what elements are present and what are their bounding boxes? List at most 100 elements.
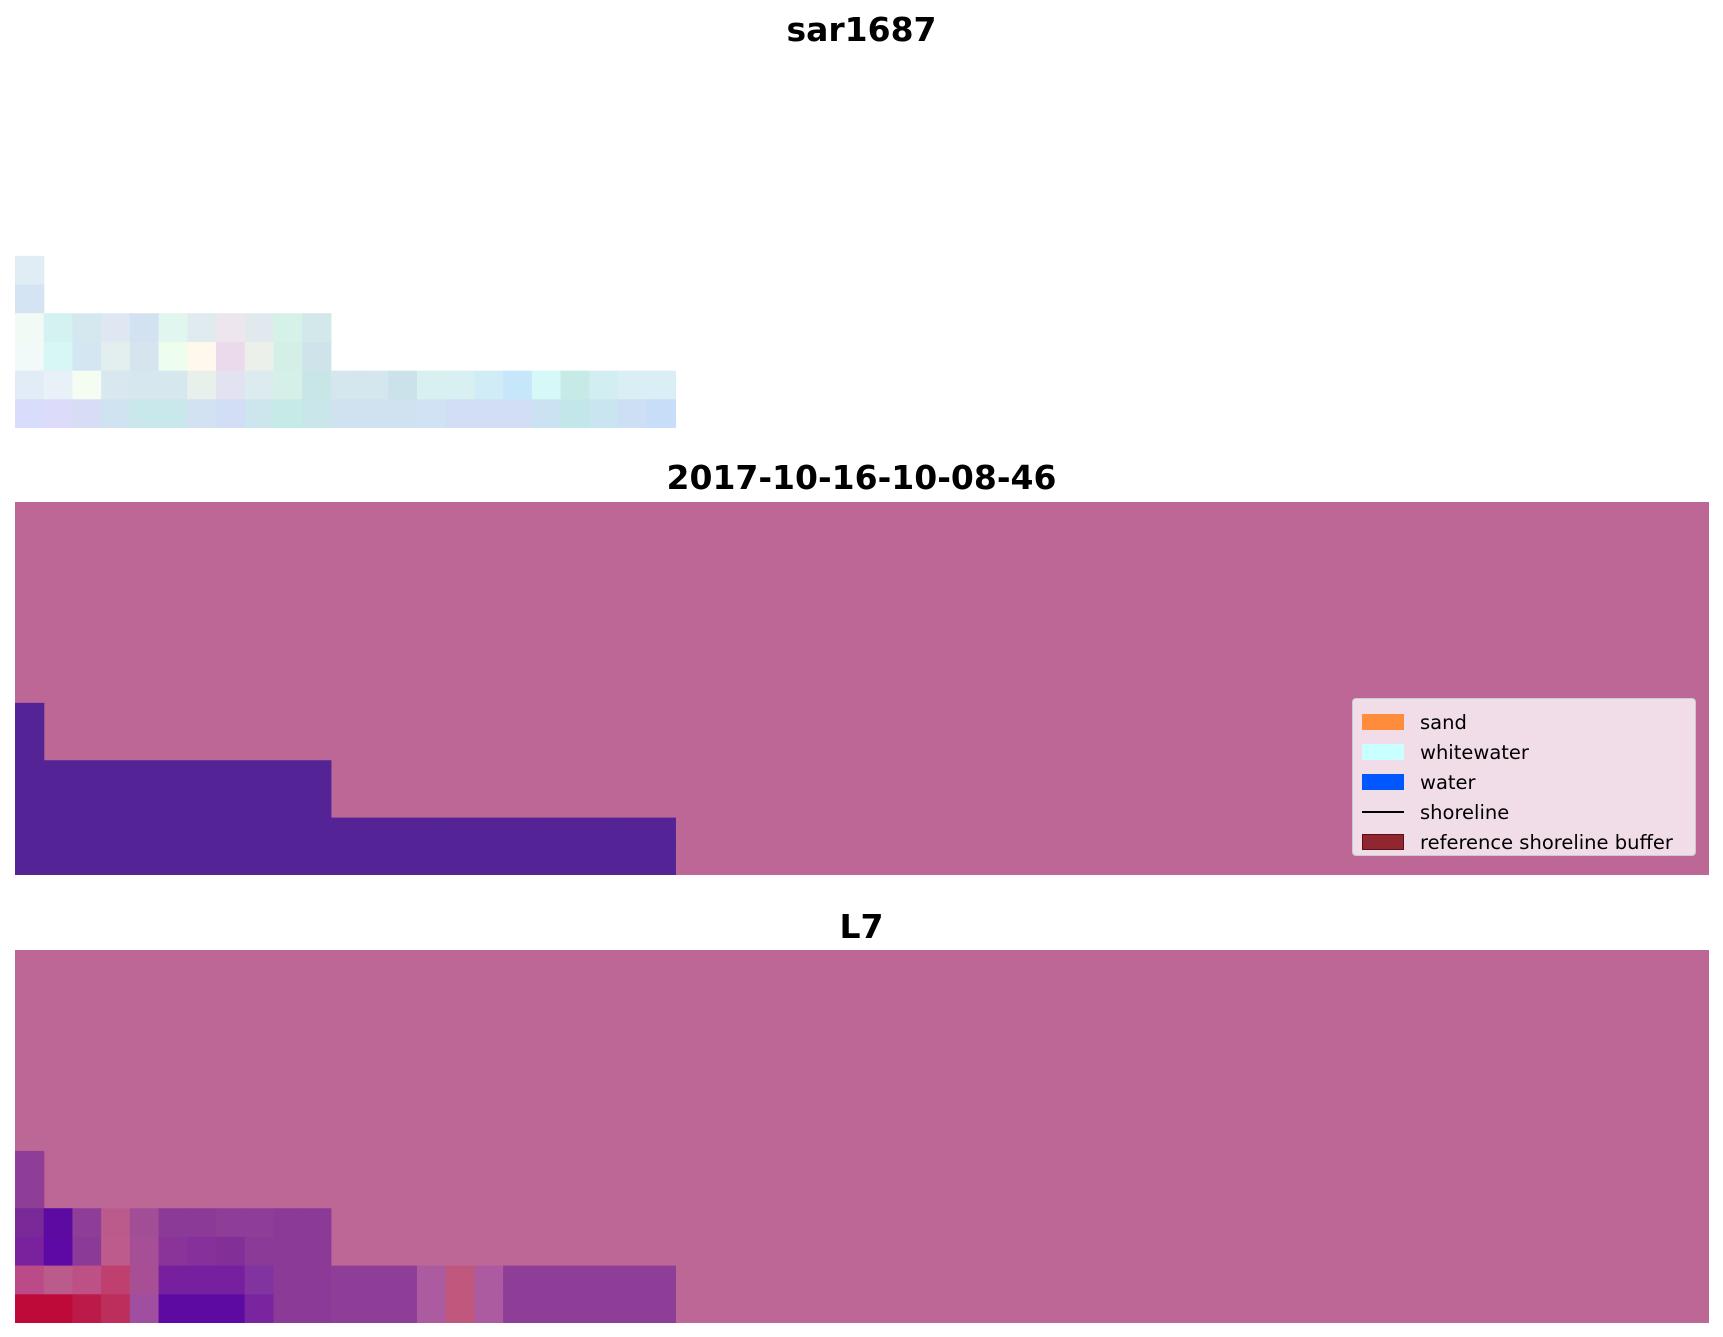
sar-pixel: [15, 255, 45, 286]
class-pixel: [158, 760, 188, 790]
sar-pixel: [158, 399, 188, 428]
l7-pixel: [302, 1236, 332, 1267]
class-pixel: [445, 846, 475, 875]
sar-pixel: [273, 370, 303, 400]
class-pixel: [101, 817, 131, 847]
class-pixel: [359, 846, 389, 875]
legend-water-swatch: [1362, 774, 1404, 790]
sar-pixel: [330, 370, 361, 400]
legend-item-reference-shoreline-buffer: reference shoreline buffer: [1362, 827, 1687, 857]
sar-pixel: [302, 370, 332, 400]
sar-pixel: [244, 399, 274, 428]
sar-pixel: [244, 370, 274, 400]
l7-pixel: [15, 1236, 45, 1267]
l7-pixel: [215, 1265, 246, 1295]
class-pixel: [445, 817, 475, 847]
l7-pixel: [101, 1236, 131, 1267]
l7-pixel: [43, 1236, 74, 1267]
sar-pixel: [330, 399, 361, 428]
sar-pixel: [15, 341, 45, 372]
class-pixel: [560, 817, 590, 847]
class-pixel: [244, 846, 274, 875]
l7-pixel: [158, 1208, 188, 1238]
sar-pixel: [158, 370, 188, 400]
sar-image: [15, 255, 676, 428]
l7-pixel: [445, 1294, 475, 1323]
sar-pixel: [187, 341, 217, 372]
class-pixel: [560, 846, 590, 875]
class-pixel: [589, 846, 619, 875]
class-pixel: [646, 846, 676, 875]
sar-pixel: [158, 341, 188, 372]
class-pixel: [273, 760, 303, 790]
sar-pixel: [388, 399, 418, 428]
class-pixel: [72, 846, 102, 875]
l7-pixel: [129, 1236, 160, 1267]
l7-pixel: [43, 1208, 74, 1238]
class-pixel: [101, 760, 131, 790]
sar-pixel: [445, 370, 475, 400]
sar-pixel: [273, 341, 303, 372]
class-pixel: [330, 817, 361, 847]
l7-pixel: [15, 1265, 45, 1295]
class-pixel: [215, 760, 246, 790]
l7-pixel: [589, 1294, 619, 1323]
sar-pixel: [43, 370, 74, 400]
sar-pixel: [445, 399, 475, 428]
l7-pixel: [215, 1236, 246, 1267]
class-pixel: [215, 846, 246, 875]
class-pixel: [43, 817, 74, 847]
sar-pixel: [589, 399, 619, 428]
sar-pixel: [187, 399, 217, 428]
panel-title-sar: sar1687: [786, 10, 937, 49]
l7-pixel: [302, 1208, 332, 1238]
panel-title-l7: L7: [839, 907, 884, 946]
class-pixel: [617, 817, 648, 847]
sar-pixel: [503, 370, 533, 400]
sar-pixel: [129, 313, 160, 343]
class-pixel: [129, 846, 160, 875]
legend-sand-label: sand: [1420, 710, 1467, 734]
sar-pixel: [646, 399, 676, 428]
l7-pixel: [215, 1294, 246, 1323]
sar-pixel: [43, 313, 74, 343]
sar-pixel: [101, 313, 131, 343]
sar-pixel: [388, 370, 418, 400]
l7-pixel: [187, 1265, 217, 1295]
sar-pixel: [617, 399, 648, 428]
legend-item-sand: sand: [1362, 707, 1687, 737]
sar-pixel: [72, 313, 102, 343]
class-pixel: [15, 702, 45, 733]
class-pixel: [101, 788, 131, 819]
l7-pixel: [244, 1208, 274, 1238]
l7-pixel: [388, 1265, 418, 1295]
sar-pixel: [560, 399, 590, 428]
l7-pixel: [302, 1265, 332, 1295]
l7-pixel: [302, 1294, 332, 1323]
class-pixel: [215, 817, 246, 847]
l7-pixel: [72, 1236, 102, 1267]
l7-pixel: [273, 1236, 303, 1267]
l7-pixel: [244, 1294, 274, 1323]
l7-pixel: [15, 1150, 45, 1181]
class-pixel: [388, 817, 418, 847]
l7-index-image: [15, 950, 1709, 1323]
sar-pixel: [416, 399, 447, 428]
class-pixel: [158, 817, 188, 847]
sar-pixel: [215, 313, 246, 343]
sar-pixel: [101, 399, 131, 428]
class-pixel: [474, 817, 504, 847]
l7-pixel: [273, 1208, 303, 1238]
class-pixel: [589, 817, 619, 847]
class-pixel: [72, 760, 102, 790]
class-pixel: [101, 846, 131, 875]
class-pixel: [15, 760, 45, 790]
legend-shoreline-label: shoreline: [1420, 800, 1510, 824]
sar-pixel: [72, 399, 102, 428]
l7-pixel: [503, 1294, 533, 1323]
l7-pixel: [388, 1294, 418, 1323]
l7-pixel: [359, 1265, 389, 1295]
legend-item-water: water: [1362, 767, 1687, 797]
sar-pixel: [302, 341, 332, 372]
sar-pixel: [646, 370, 676, 400]
